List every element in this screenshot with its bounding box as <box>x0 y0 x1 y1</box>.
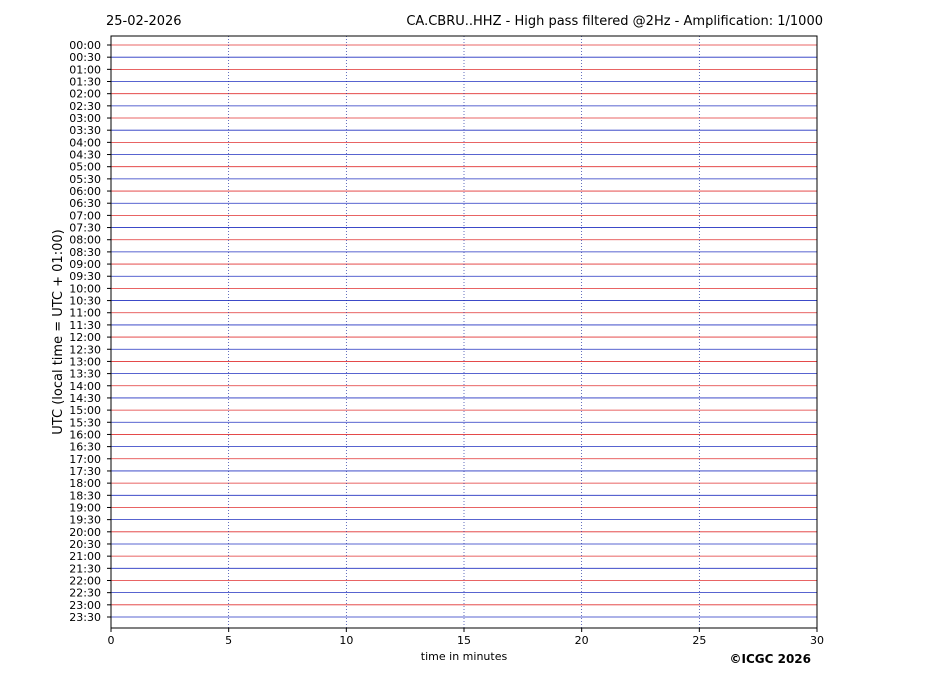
y-tick-label: 02:00 <box>69 88 101 101</box>
y-tick-label: 15:30 <box>69 416 101 429</box>
y-tick-label: 18:00 <box>69 477 101 490</box>
y-tick-label: 10:30 <box>69 295 101 308</box>
y-tick-label: 17:00 <box>69 453 101 466</box>
x-tick-label: 25 <box>692 634 706 647</box>
y-tick-label: 11:30 <box>69 319 101 332</box>
y-tick-label: 23:00 <box>69 599 101 612</box>
y-tick-label: 05:30 <box>69 173 101 186</box>
x-tick-label: 10 <box>339 634 353 647</box>
y-axis-label: UTC (local time = UTC + 01:00) <box>51 229 66 434</box>
y-tick-label: 08:30 <box>69 246 101 259</box>
x-axis-label: time in minutes <box>421 650 508 663</box>
y-tick-label: 12:30 <box>69 343 101 356</box>
y-tick-label: 05:00 <box>69 161 101 174</box>
y-tick-label: 14:30 <box>69 392 101 405</box>
y-tick-label: 12:00 <box>69 331 101 344</box>
y-tick-label: 04:00 <box>69 136 101 149</box>
y-tick-label: 15:00 <box>69 404 101 417</box>
y-tick-label: 00:30 <box>69 51 101 64</box>
y-tick-label: 10:00 <box>69 282 101 295</box>
y-tick-label: 16:00 <box>69 428 101 441</box>
x-tick-label: 15 <box>457 634 471 647</box>
x-tick-label: 5 <box>225 634 232 647</box>
y-tick-label: 09:00 <box>69 258 101 271</box>
y-tick-label: 06:00 <box>69 185 101 198</box>
y-tick-label: 22:30 <box>69 587 101 600</box>
y-tick-label: 21:30 <box>69 562 101 575</box>
y-tick-label: 13:00 <box>69 355 101 368</box>
y-tick-label: 11:00 <box>69 307 101 320</box>
y-tick-label: 20:30 <box>69 538 101 551</box>
y-tick-label: 14:00 <box>69 380 101 393</box>
y-tick-label: 06:30 <box>69 197 101 210</box>
y-tick-label: 01:30 <box>69 76 101 89</box>
x-tick-label: 0 <box>108 634 115 647</box>
y-tick-label: 08:00 <box>69 234 101 247</box>
y-tick-label: 00:00 <box>69 39 101 52</box>
y-tick-label: 16:30 <box>69 441 101 454</box>
y-tick-label: 17:30 <box>69 465 101 478</box>
y-tick-label: 04:30 <box>69 149 101 162</box>
y-tick-label: 18:30 <box>69 489 101 502</box>
chart-title: CA.CBRU..HHZ - High pass filtered @2Hz -… <box>406 14 823 29</box>
copyright: ©ICGC 2026 <box>729 652 811 666</box>
y-tick-label: 22:00 <box>69 574 101 587</box>
y-tick-label: 03:30 <box>69 124 101 137</box>
y-tick-label: 23:30 <box>69 611 101 624</box>
y-tick-label: 03:00 <box>69 112 101 125</box>
x-tick-label: 30 <box>810 634 824 647</box>
y-tick-label: 19:30 <box>69 514 101 527</box>
y-tick-label: 13:30 <box>69 368 101 381</box>
y-tick-label: 07:30 <box>69 222 101 235</box>
y-tick-label: 07:00 <box>69 209 101 222</box>
y-tick-label: 01:00 <box>69 63 101 76</box>
y-tick-label: 21:00 <box>69 550 101 563</box>
x-tick-label: 20 <box>575 634 589 647</box>
date: 25-02-2026 <box>106 14 182 29</box>
y-tick-label: 02:30 <box>69 100 101 113</box>
y-tick-label: 20:00 <box>69 526 101 539</box>
plot-frame <box>110 35 818 629</box>
y-tick-label: 19:00 <box>69 501 101 514</box>
y-tick-label: 09:30 <box>69 270 101 283</box>
